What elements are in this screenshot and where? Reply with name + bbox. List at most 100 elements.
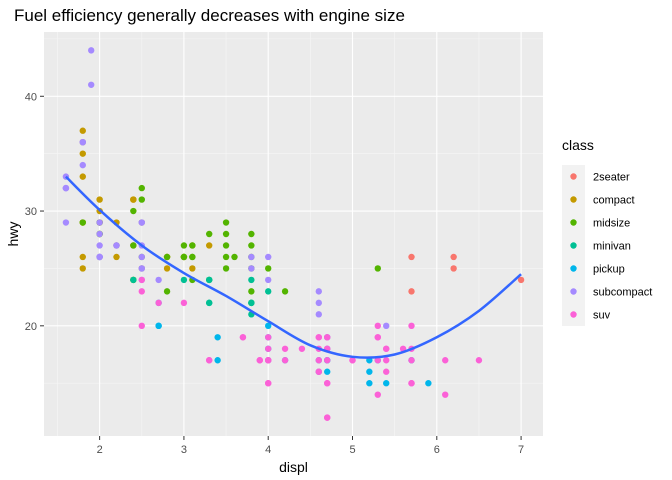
legend-label-compact: compact [593,195,635,207]
data-point-subcompact [315,299,322,307]
data-point-suv [298,345,306,352]
data-point-compact [79,150,86,157]
data-point-suv [315,334,322,341]
data-point-midsize [222,219,230,226]
legend-label-subcompact: subcompact [593,287,652,299]
x-tick-label: 3 [181,444,187,456]
data-point-midsize [206,230,213,238]
data-point-midsize [79,219,86,226]
data-point-pickup [214,357,221,364]
data-point-suv [475,357,483,364]
data-point-subcompact [315,288,322,295]
data-point-2seater [517,276,525,284]
legend-label-midsize: midsize [593,218,630,230]
legend-marker-compact [570,196,577,203]
data-point-subcompact [96,219,103,226]
data-point-minivan [248,276,255,284]
data-point-midsize [163,288,171,295]
data-point-midsize [138,184,145,192]
data-point-suv [383,345,390,352]
data-point-suv [374,391,381,398]
x-axis-label: displ [279,459,308,475]
data-point-pickup [366,380,373,387]
data-point-minivan [265,288,272,295]
data-point-2seater [450,253,457,261]
data-point-subcompact [113,242,120,249]
legend-marker-2seater [570,173,577,180]
legend-label-minivan: minivan [593,241,631,253]
data-point-midsize [222,265,230,272]
data-point-suv [265,380,272,387]
data-point-pickup [155,322,162,330]
data-point-suv [138,288,145,295]
data-point-suv [408,322,415,330]
data-point-compact [189,265,196,272]
data-point-subcompact [62,219,70,226]
legend-label-suv: suv [593,310,611,322]
data-point-compact [163,265,171,272]
data-point-midsize [189,253,196,261]
data-point-suv [315,368,322,375]
data-point-midsize [265,265,272,272]
data-point-2seater [408,288,415,295]
panel-background [44,32,543,436]
data-point-midsize [222,242,230,249]
data-point-subcompact [248,265,255,272]
data-point-pickup [425,380,432,387]
data-point-suv [256,357,263,364]
data-point-compact [79,265,86,272]
data-point-minivan [206,299,213,307]
data-point-midsize [374,265,381,272]
data-point-subcompact [155,276,162,284]
data-point-suv [374,334,381,341]
data-point-compact [113,253,120,261]
x-tick-label: 6 [434,444,440,456]
x-tick-label: 7 [518,444,524,456]
data-point-subcompact [88,81,95,88]
data-point-suv [315,357,322,364]
data-point-subcompact [248,253,255,261]
data-point-suv [281,357,289,364]
data-point-midsize [163,253,171,261]
x-tick-label: 4 [265,444,271,456]
y-axis-label: hwy [5,222,21,247]
grid-lines [44,32,543,436]
data-point-midsize [180,242,188,249]
data-point-compact [130,196,137,203]
data-point-pickup [383,380,390,387]
data-point-suv [383,357,390,364]
data-point-midsize [130,242,137,249]
data-point-compact [79,173,86,180]
data-point-suv [155,299,162,307]
data-point-subcompact [383,322,390,330]
data-point-suv [408,357,415,364]
data-point-subcompact [265,276,272,284]
legend-marker-pickup [570,265,577,272]
data-point-suv [324,357,331,364]
data-point-midsize [222,253,230,261]
data-point-subcompact [138,265,145,272]
data-point-subcompact [138,253,145,261]
data-point-midsize [248,230,255,238]
data-point-pickup [214,334,221,341]
legend-marker-minivan [570,242,577,249]
data-point-suv [324,380,331,387]
data-points [62,47,525,421]
data-point-compact [96,196,103,203]
data-point-compact [79,127,86,134]
data-point-subcompact [88,47,95,54]
legend-marker-midsize [570,219,577,226]
legend-label-pickup: pickup [593,264,625,276]
data-point-suv [180,299,188,307]
x-tick-label: 5 [349,444,355,456]
data-point-subcompact [265,253,272,261]
legend-title: class [562,137,594,153]
y-tick-label: 30 [25,206,37,218]
data-point-minivan [180,276,188,284]
data-point-suv [138,276,145,284]
data-point-minivan [130,276,137,284]
data-point-minivan [206,276,213,284]
data-point-suv [138,322,145,330]
data-point-subcompact [62,184,70,192]
legend-marker-subcompact [570,288,577,295]
